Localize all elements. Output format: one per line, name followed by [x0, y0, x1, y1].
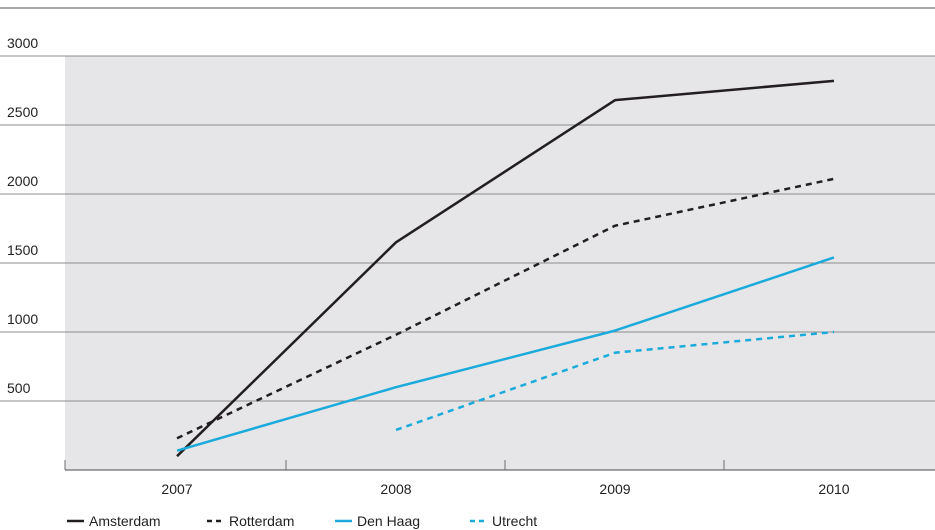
y-tick-label: 1000	[7, 311, 38, 327]
gridlines	[0, 55, 935, 402]
x-tick-label: 2007	[161, 481, 192, 497]
legend: Amsterdam Rotterdam Den Haag Utrecht	[67, 513, 537, 529]
x-tick-label: 2010	[818, 481, 849, 497]
y-tick-label: 2000	[7, 173, 38, 189]
series-line-den-haag	[176, 256, 835, 452]
x-tick-label: 2008	[380, 481, 411, 497]
x-tick-label: 2009	[599, 481, 630, 497]
series-line-amsterdam	[176, 79, 835, 458]
y-tick-label: 3000	[7, 35, 38, 51]
legend-label: Amsterdam	[89, 513, 161, 529]
y-tick-label: 2500	[7, 104, 38, 120]
y-axis-tick-labels: 500 1000 1500 2000 2500 3000	[7, 35, 38, 396]
legend-label: Den Haag	[357, 513, 420, 529]
x-axis: 2007 2008 2009 2010	[64, 460, 935, 497]
series-lines	[176, 79, 835, 458]
legend-label: Rotterdam	[229, 513, 294, 529]
legend-label: Utrecht	[492, 513, 537, 529]
y-tick-label: 500	[7, 380, 31, 396]
y-tick-label: 1500	[7, 242, 38, 258]
series-line-utrecht	[395, 330, 835, 432]
series-line-rotterdam	[176, 177, 835, 440]
